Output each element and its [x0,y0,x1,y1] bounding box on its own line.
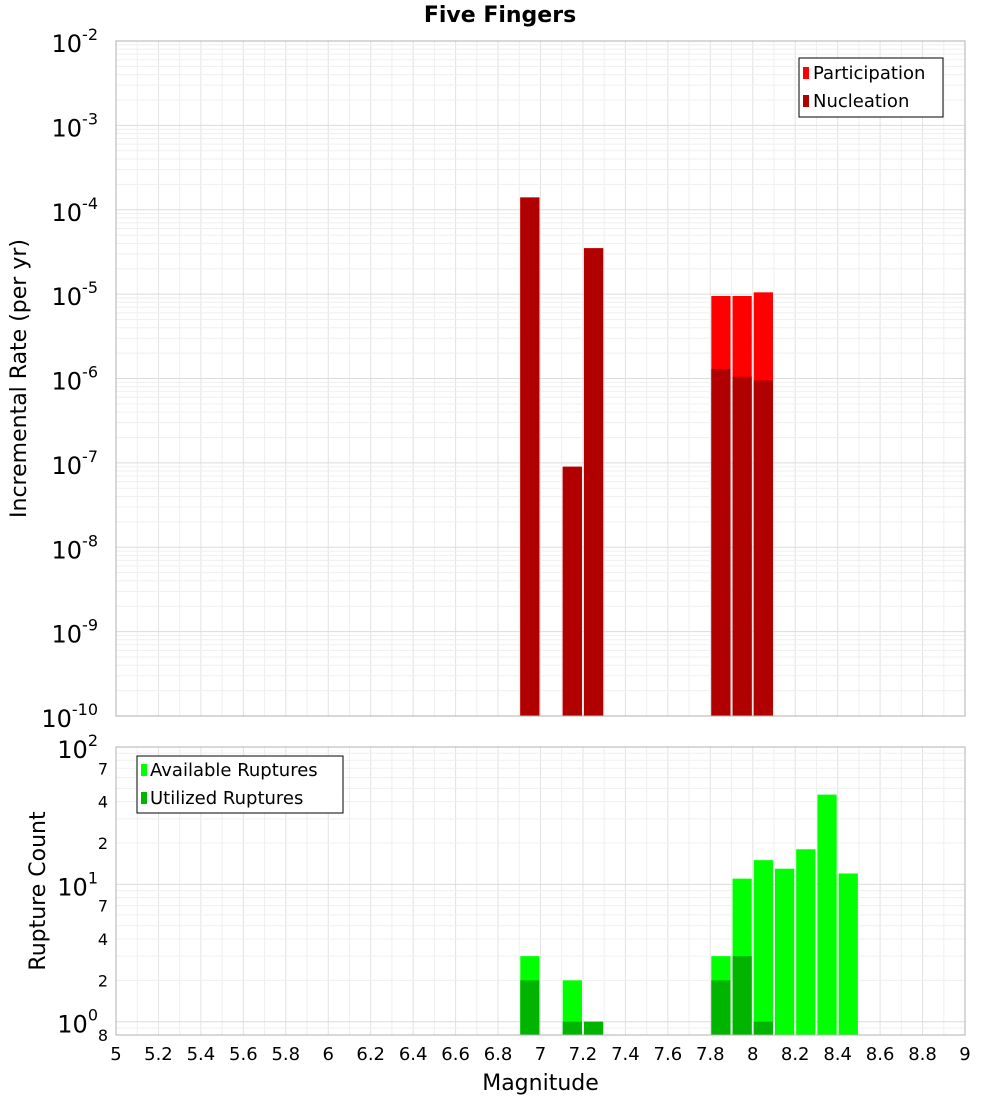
nucleation-series [520,197,773,717]
x-tick-label: 8.8 [908,1044,937,1065]
nucleation-bar [562,466,582,716]
x-tick-label: 6.2 [356,1044,385,1065]
x-tick-label: 5 [110,1044,121,1065]
utilized-ruptures-series [520,956,773,1035]
bottom-y-minor-label: 2 [98,834,108,853]
top-y-tick-label: 10-5 [52,278,99,311]
utilized-ruptures-bar [711,980,731,1035]
x-tick-label: 5.8 [271,1044,300,1065]
x-tick-label: 8.6 [866,1044,895,1065]
legend-swatch [803,67,809,79]
bottom-y-minor-label: 2 [98,971,108,990]
top-y-tick-label: 10-2 [52,25,99,58]
bottom-panel-border [115,746,966,1036]
x-tick-label: 5.2 [144,1044,173,1065]
bottom-y-axis-label: Rupture Count [26,811,51,971]
top-y-tick-label: 10-4 [52,194,99,227]
utilized-ruptures-bar [562,1021,582,1035]
x-tick-label: 8.2 [781,1044,810,1065]
bottom-legend: Available Ruptures Utilized Ruptures [136,755,344,814]
x-axis-label: Magnitude [482,1071,599,1096]
top-panel-gridlines [115,40,966,717]
x-tick-label: 8 [747,1044,758,1065]
legend-swatch [803,95,809,107]
legend-box [798,57,944,118]
top-y-tick-label: 10-3 [52,109,99,142]
top-y-tick-label: 10-6 [52,363,99,396]
bottom-y-tick-label: 100 [57,1006,98,1039]
available-ruptures-bar [562,980,582,1035]
legend-label: Participation [813,63,925,84]
bottom-y-minor-label: 8 [98,1026,108,1045]
legend-label: Available Ruptures [150,760,318,781]
top-y-tick-label: 10-9 [52,616,99,649]
bottom-y-minor-label: 4 [98,793,108,812]
top-legend: Participation Nucleation [798,57,944,118]
x-tick-label: 9 [959,1044,970,1065]
legend-swatch [141,764,147,776]
x-tick-label: 8.4 [823,1044,852,1065]
nucleation-bar [711,368,731,716]
top-y-axis-label: Incremental Rate (per yr) [7,239,32,518]
top-y-tick-label: 10-10 [41,700,98,733]
available-ruptures-bar [817,794,837,1035]
chart-title: Five Fingers [424,3,576,28]
available-ruptures-bar [753,860,773,1035]
top-panel-border [115,40,966,717]
available-ruptures-bar [774,868,795,1035]
x-tick-label: 7.6 [654,1044,683,1065]
nucleation-bar [732,376,752,716]
utilized-ruptures-bar [753,1021,773,1035]
x-tick-label: 6 [323,1044,334,1065]
bottom-y-tick-label: 102 [57,731,98,764]
nucleation-bar [753,380,773,716]
legend-swatch [141,792,147,804]
x-tick-label: 7.2 [569,1044,598,1065]
bottom-y-minor-label: 7 [98,897,108,916]
x-tick-label: 6.4 [399,1044,428,1065]
legend-label: Nucleation [813,91,909,112]
x-tick-label: 7 [535,1044,546,1065]
x-tick-label: 6.8 [484,1044,513,1065]
utilized-ruptures-bar [583,1021,604,1035]
legend-box [136,755,344,814]
bottom-y-minor-label: 4 [98,930,108,949]
top-y-tick-label: 10-7 [52,447,99,480]
x-tick-label: 6.6 [441,1044,470,1065]
utilized-ruptures-bar [520,980,540,1035]
legend-label: Utilized Ruptures [150,788,303,809]
x-tick-label: 5.4 [187,1044,216,1065]
bottom-y-minor-label: 7 [98,759,108,778]
nucleation-bar [520,197,540,717]
available-ruptures-bar [838,873,858,1035]
x-tick-label: 7.4 [611,1044,640,1065]
utilized-ruptures-bar [732,956,752,1035]
x-tick-label: 5.6 [229,1044,258,1065]
top-y-tick-label: 10-8 [52,531,99,564]
available-ruptures-bar [796,849,816,1035]
x-tick-label: 7.8 [696,1044,725,1065]
bottom-y-tick-label: 101 [57,868,98,901]
nucleation-bar [583,248,604,717]
